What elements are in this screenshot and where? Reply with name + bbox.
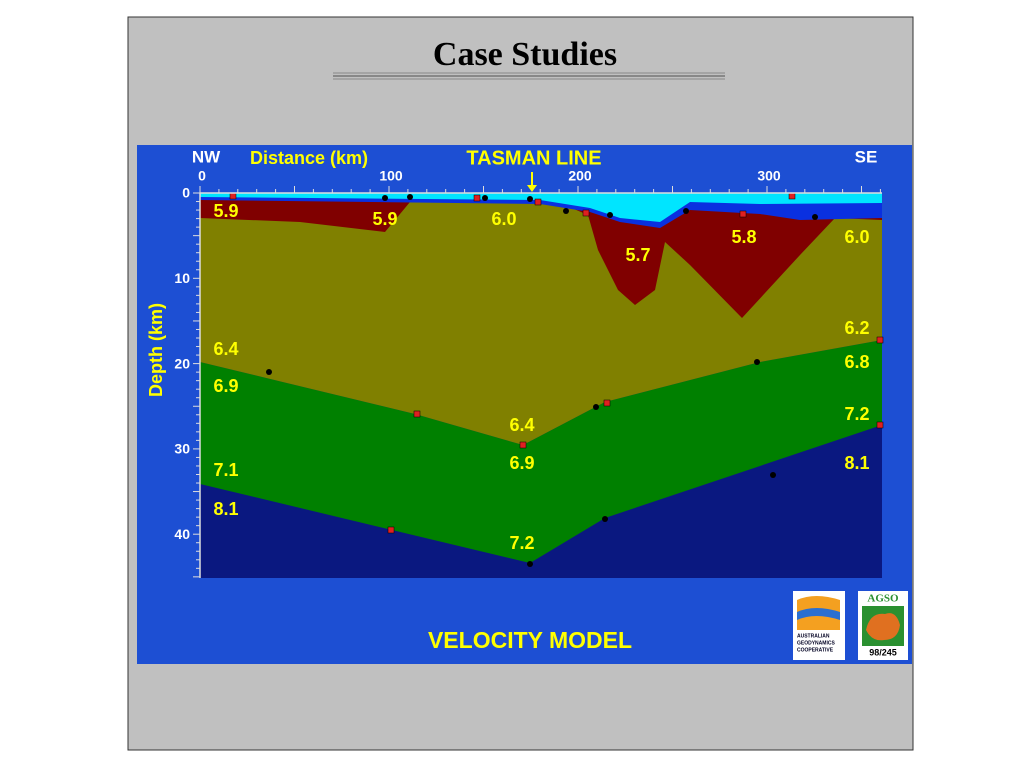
velocity-label: 6.9: [509, 453, 534, 473]
agso-text: AGSO: [867, 593, 899, 605]
velocity-label: 6.2: [844, 318, 869, 338]
x-tick-label: 200: [568, 168, 592, 184]
velocity-label: 8.1: [844, 453, 869, 473]
velocity-label: 7.2: [844, 404, 869, 424]
agcrc-logo: AUSTRALIAN GEODYNAMICS COOPERATIVE: [793, 591, 845, 660]
y-tick-label: 10: [174, 270, 190, 286]
velocity-label: 6.8: [844, 352, 869, 372]
velocity-label: 8.1: [213, 499, 238, 519]
velocity-label: 6.4: [213, 339, 238, 359]
axis-ticks: [193, 186, 881, 578]
x-tick-label: 100: [379, 168, 403, 184]
velocity-label: 5.9: [213, 201, 238, 221]
logo-text: COOPERATIVE: [797, 647, 834, 653]
agso-logo: AGSO 98/245: [858, 591, 908, 660]
velocity-label: 5.7: [625, 245, 650, 265]
slide-title: Case Studies: [433, 36, 617, 73]
logo-text: GEODYNAMICS: [797, 640, 835, 646]
y-tick-label: 30: [174, 441, 190, 457]
se-label: SE: [855, 147, 878, 166]
figure-caption: VELOCITY MODEL: [428, 627, 632, 653]
velocity-label: 6.0: [491, 209, 516, 229]
x-tick-label: 300: [757, 168, 781, 184]
y-tick-label: 40: [174, 526, 190, 542]
x-axis-label: Distance (km): [250, 148, 368, 168]
velocity-label: 6.0: [844, 227, 869, 247]
velocity-model: [200, 172, 884, 578]
velocity-label: 7.2: [509, 533, 534, 553]
nw-label: NW: [192, 147, 221, 166]
y-tick-label: 0: [182, 185, 190, 201]
y-tick-label: 20: [174, 355, 190, 371]
x-tick-label: 0: [198, 168, 206, 184]
velocity-label: 7.1: [213, 460, 238, 480]
velocity-label: 6.9: [213, 376, 238, 396]
figure-code: 98/245: [869, 647, 897, 657]
title-rule: [333, 72, 725, 80]
velocity-label: 5.8: [731, 227, 756, 247]
figure-title: TASMAN LINE: [466, 147, 601, 169]
y-axis-label: Depth (km): [146, 303, 166, 397]
velocity-label: 6.4: [509, 415, 534, 435]
velocity-label: 5.9: [372, 209, 397, 229]
logo-text: AUSTRALIAN: [797, 633, 830, 639]
